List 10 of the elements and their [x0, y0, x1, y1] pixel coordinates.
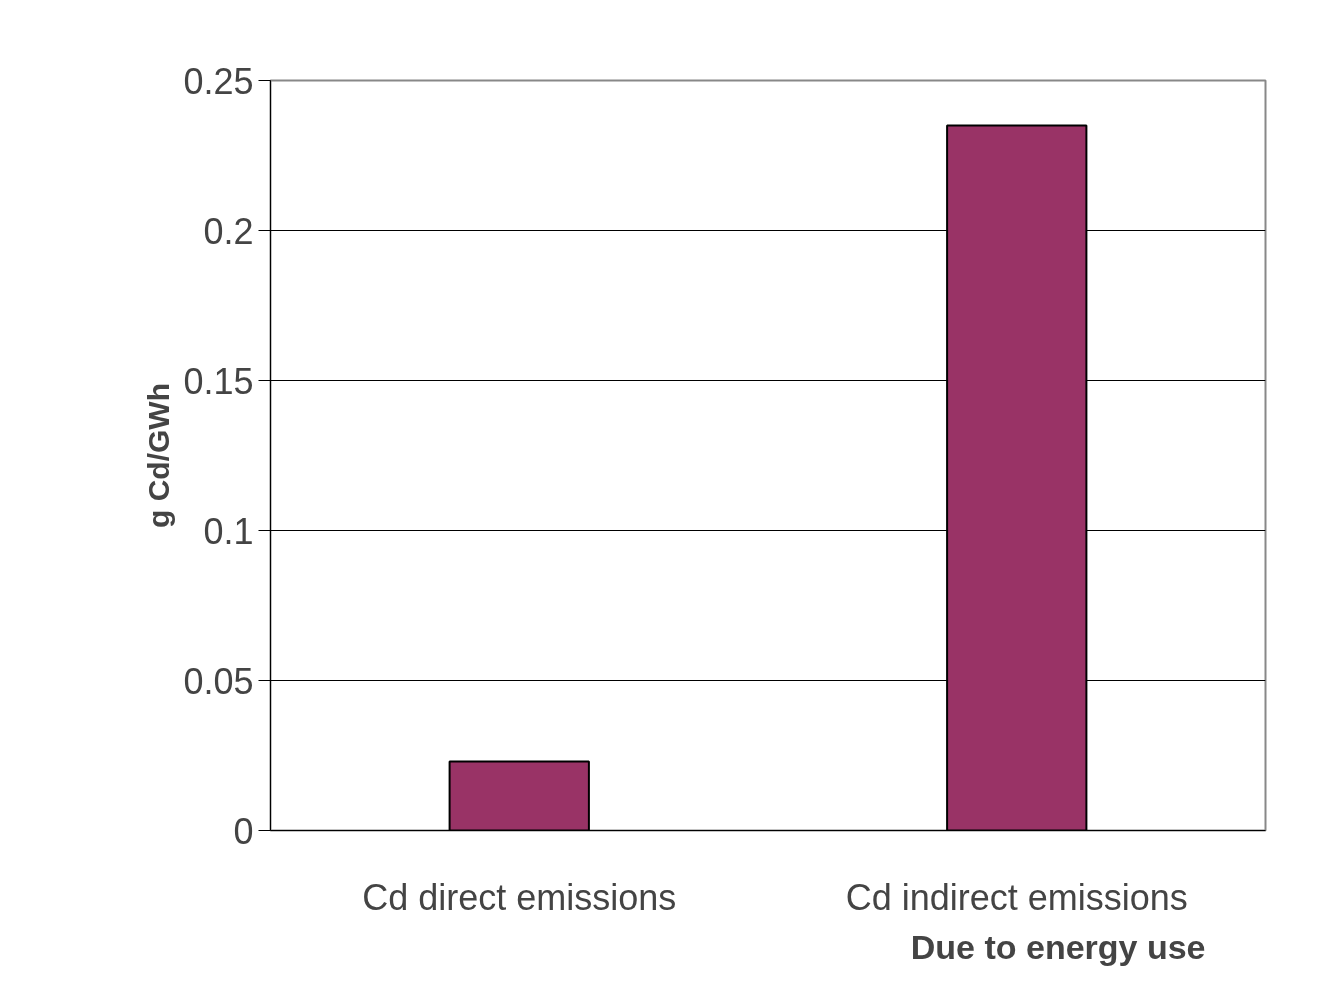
x-tick-label: Cd indirect emissions — [845, 876, 1188, 918]
y-axis-title: g Cd/GWh — [142, 383, 176, 528]
y-tick-label: 0 — [233, 810, 254, 852]
x-tick-label: Cd direct emissions — [362, 876, 677, 918]
y-tick-label: 0.2 — [203, 210, 254, 252]
text: Due to energy use — [910, 927, 1206, 966]
y-tick-label: 0.05 — [183, 660, 254, 702]
y-tick-label: 0.25 — [183, 60, 254, 102]
y-tick-label: 0.1 — [203, 510, 254, 552]
y-tick-label: 0.15 — [183, 360, 254, 402]
